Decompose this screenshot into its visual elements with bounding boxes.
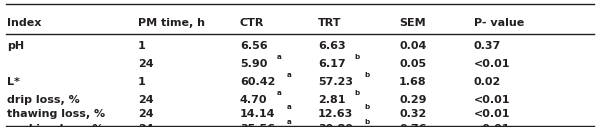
Text: <0.01: <0.01 (474, 109, 511, 119)
Text: 24: 24 (138, 124, 154, 127)
Text: 0.02: 0.02 (474, 77, 501, 87)
Text: 60.42: 60.42 (240, 77, 275, 87)
Text: 35.56: 35.56 (240, 124, 275, 127)
Text: <0.01: <0.01 (474, 124, 511, 127)
Text: 0.04: 0.04 (399, 41, 427, 51)
Text: b: b (364, 72, 370, 78)
Text: b: b (364, 119, 370, 125)
Text: 24: 24 (138, 109, 154, 119)
Text: 1: 1 (138, 41, 146, 51)
Text: L*: L* (7, 77, 20, 87)
Text: 24: 24 (138, 95, 154, 105)
Text: 4.70: 4.70 (240, 95, 268, 105)
Text: 6.17: 6.17 (318, 59, 346, 69)
Text: a: a (287, 72, 292, 78)
Text: 12.63: 12.63 (318, 109, 353, 119)
Text: 24: 24 (138, 59, 154, 69)
Text: Index: Index (7, 18, 41, 28)
Text: 57.23: 57.23 (318, 77, 353, 87)
Text: CTR: CTR (240, 18, 265, 28)
Text: 0.37: 0.37 (474, 41, 501, 51)
Text: a: a (277, 90, 281, 96)
Text: 1.68: 1.68 (399, 77, 427, 87)
Text: b: b (355, 90, 360, 96)
Text: 6.56: 6.56 (240, 41, 268, 51)
Text: 2.81: 2.81 (318, 95, 346, 105)
Text: 5.90: 5.90 (240, 59, 268, 69)
Text: b: b (355, 54, 360, 60)
Text: a: a (287, 104, 292, 110)
Text: 30.80: 30.80 (318, 124, 353, 127)
Text: a: a (286, 119, 291, 125)
Text: PM time, h: PM time, h (138, 18, 205, 28)
Text: 0.05: 0.05 (399, 59, 426, 69)
Text: 6.63: 6.63 (318, 41, 346, 51)
Text: <0.01: <0.01 (474, 59, 511, 69)
Text: pH: pH (7, 41, 25, 51)
Text: cooking loss, %: cooking loss, % (7, 124, 104, 127)
Text: 0.32: 0.32 (399, 109, 426, 119)
Text: P- value: P- value (474, 18, 524, 28)
Text: 0.29: 0.29 (399, 95, 427, 105)
Text: 14.14: 14.14 (240, 109, 275, 119)
Text: drip loss, %: drip loss, % (7, 95, 80, 105)
Text: a: a (277, 54, 281, 60)
Text: <0.01: <0.01 (474, 95, 511, 105)
Text: 0.76: 0.76 (399, 124, 427, 127)
Text: b: b (365, 104, 370, 110)
Text: thawing loss, %: thawing loss, % (7, 109, 106, 119)
Text: SEM: SEM (399, 18, 425, 28)
Text: TRT: TRT (318, 18, 341, 28)
Text: 1: 1 (138, 77, 146, 87)
